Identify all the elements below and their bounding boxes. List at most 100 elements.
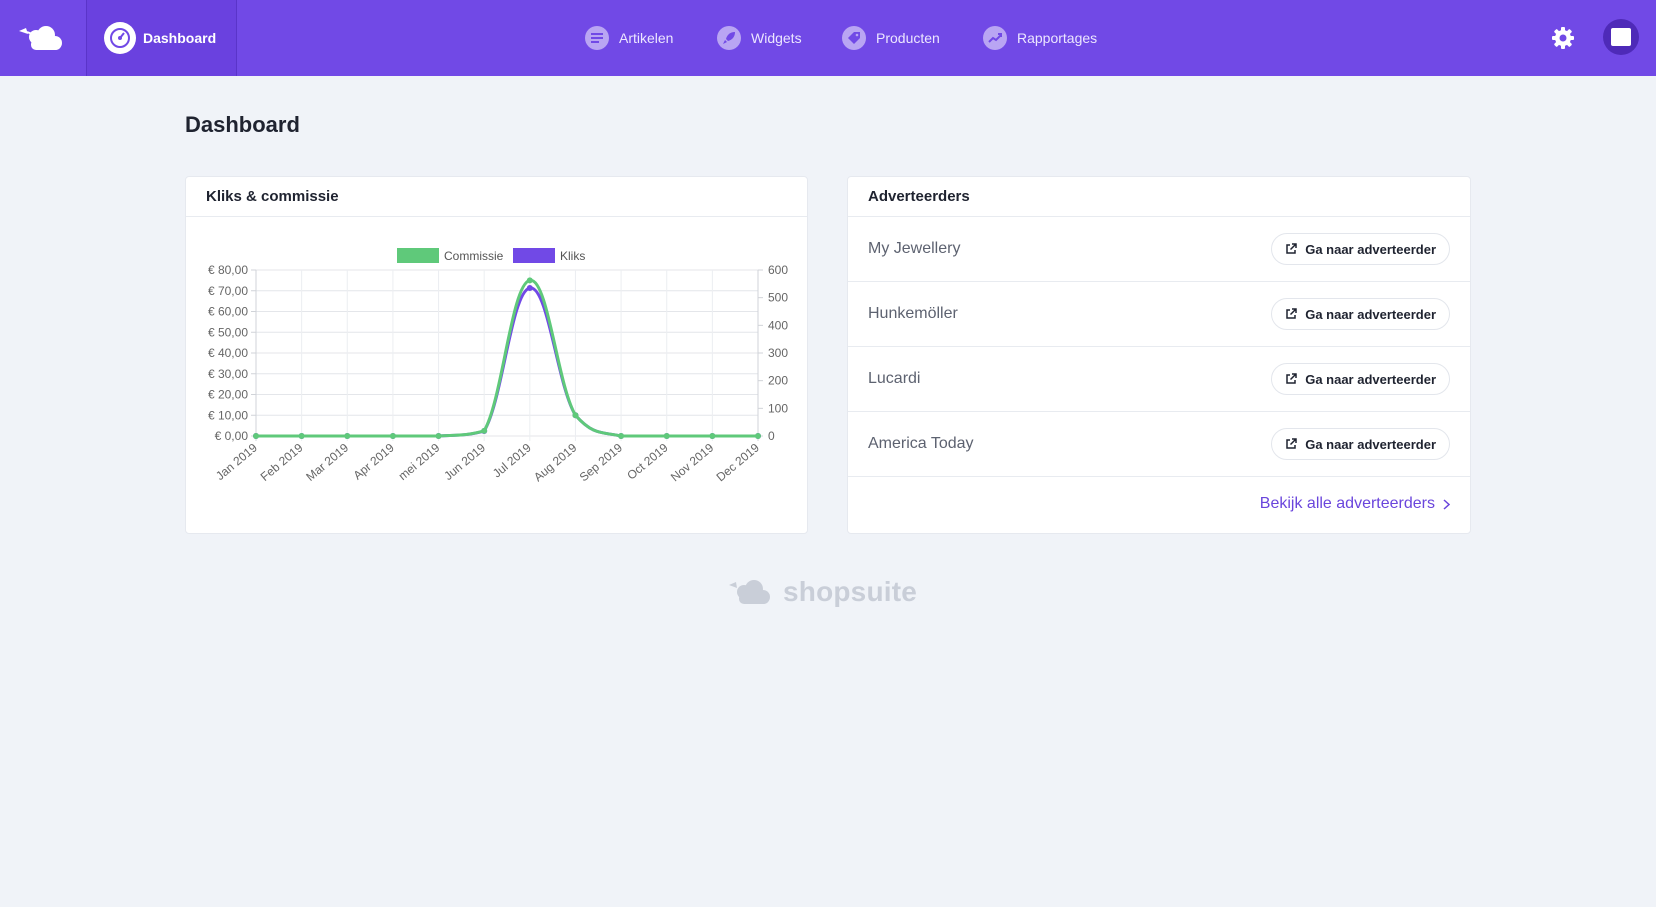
advertiser-row: Hunkemöller Ga naar adverteerder xyxy=(848,282,1470,347)
nav-item-label: Artikelen xyxy=(619,30,673,46)
clicks-commission-chart: € 0,00 € 10,00 € 20,00 € 30,00 € 40,00 € 50,0… xyxy=(186,218,807,533)
chart-card: Kliks & commissie € 0,00 € 10,00 € 20,00 € … xyxy=(185,176,808,534)
go-to-advertiser-button[interactable]: Ga naar adverteerder xyxy=(1271,428,1450,460)
y-left-tick-label: € 80,00 xyxy=(208,263,248,277)
nav-dashboard-label: Dashboard xyxy=(143,30,216,46)
chart-card-title: Kliks & commissie xyxy=(186,177,807,217)
gear-icon[interactable] xyxy=(1550,25,1576,51)
avatar[interactable] xyxy=(1603,19,1639,55)
page-title: Dashboard xyxy=(185,112,300,138)
rocket-icon xyxy=(717,26,741,50)
y-right-tick-label: 500 xyxy=(768,291,788,305)
advertiser-name: Lucardi xyxy=(868,370,920,388)
nav-item-label: Widgets xyxy=(751,30,802,46)
advertiser-row: America Today Ga naar adverteerder xyxy=(848,412,1470,477)
nav-item-label: Producten xyxy=(876,30,940,46)
nav-item-artikelen[interactable]: Artikelen xyxy=(585,0,673,76)
advertisers-list: My Jewellery Ga naar adverteerder Hunkemöl… xyxy=(848,217,1470,477)
data-point xyxy=(527,285,533,291)
y-right-tick-label: 400 xyxy=(768,318,788,332)
x-tick-label: mei 2019 xyxy=(396,440,443,483)
x-tick-label: Jan 2019 xyxy=(213,440,260,483)
x-tick-label: Mar 2019 xyxy=(303,440,351,484)
data-point xyxy=(709,433,715,439)
x-tick-label: Apr 2019 xyxy=(351,440,398,482)
x-tick-label: Nov 2019 xyxy=(668,440,717,484)
tag-icon xyxy=(842,26,866,50)
y-left-tick-label: € 20,00 xyxy=(208,388,248,402)
data-point xyxy=(755,433,761,439)
y-right-tick-label: 300 xyxy=(768,346,788,360)
external-link-icon xyxy=(1285,243,1297,255)
brand-logo[interactable] xyxy=(0,0,87,76)
nav-item-widgets[interactable]: Widgets xyxy=(717,0,802,76)
external-link-icon xyxy=(1285,438,1297,450)
trend-icon xyxy=(983,26,1007,50)
data-point xyxy=(572,412,578,418)
y-left-tick-label: € 60,00 xyxy=(208,305,248,319)
go-to-advertiser-label: Ga naar adverteerder xyxy=(1305,242,1436,257)
advertiser-name: America Today xyxy=(868,435,974,453)
cloud-logo-icon xyxy=(727,578,775,606)
y-left-tick-label: € 70,00 xyxy=(208,284,248,298)
go-to-advertiser-button[interactable]: Ga naar adverteerder xyxy=(1271,363,1450,395)
data-point xyxy=(253,433,259,439)
data-point xyxy=(344,433,350,439)
advertisers-card-title: Adverteerders xyxy=(848,177,1470,217)
data-point xyxy=(527,277,533,283)
x-tick-label: Aug 2019 xyxy=(531,440,580,484)
view-all-advertisers-label: Bekijk alle adverteerders xyxy=(1260,495,1435,513)
view-all-advertisers-link[interactable]: Bekijk alle adverteerders xyxy=(1260,495,1450,513)
data-point xyxy=(664,433,670,439)
footer-brand: shopsuite xyxy=(727,576,917,608)
nav-dashboard[interactable]: Dashboard xyxy=(87,0,237,76)
avatar-image xyxy=(1611,28,1631,46)
series-line-commissie xyxy=(256,280,758,436)
data-point xyxy=(618,433,624,439)
x-tick-label: Dec 2019 xyxy=(714,440,763,484)
nav-item-producten[interactable]: Producten xyxy=(842,0,940,76)
nav-item-rapportages[interactable]: Rapportages xyxy=(983,0,1097,76)
external-link-icon xyxy=(1285,308,1297,320)
legend-swatch xyxy=(397,248,439,263)
y-right-tick-label: 200 xyxy=(768,374,788,388)
nav-item-label: Rapportages xyxy=(1017,30,1097,46)
go-to-advertiser-button[interactable]: Ga naar adverteerder xyxy=(1271,298,1450,330)
advertiser-row: My Jewellery Ga naar adverteerder xyxy=(848,217,1470,282)
data-point xyxy=(481,428,487,434)
cloud-logo-icon xyxy=(17,23,69,53)
external-link-icon xyxy=(1285,373,1297,385)
go-to-advertiser-button[interactable]: Ga naar adverteerder xyxy=(1271,233,1450,265)
series-line-kliks xyxy=(256,288,758,436)
data-point xyxy=(436,433,442,439)
y-right-tick-label: 600 xyxy=(768,263,788,277)
chevron-right-icon xyxy=(1443,499,1450,510)
data-point xyxy=(299,433,305,439)
go-to-advertiser-label: Ga naar adverteerder xyxy=(1305,372,1436,387)
x-tick-label: Jul 2019 xyxy=(490,440,534,480)
y-left-tick-label: € 0,00 xyxy=(215,429,249,443)
y-right-tick-label: 0 xyxy=(768,429,775,443)
data-point xyxy=(390,433,396,439)
advertiser-name: Hunkemöller xyxy=(868,305,958,323)
list-icon xyxy=(585,26,609,50)
legend-label: Commissie xyxy=(444,249,504,263)
y-right-tick-label: 100 xyxy=(768,401,788,415)
go-to-advertiser-label: Ga naar adverteerder xyxy=(1305,437,1436,452)
advertiser-name: My Jewellery xyxy=(868,240,960,258)
x-tick-label: Jun 2019 xyxy=(441,440,488,483)
y-left-tick-label: € 30,00 xyxy=(208,367,248,381)
footer-brand-name: shopsuite xyxy=(783,576,917,608)
advertiser-row: Lucardi Ga naar adverteerder xyxy=(848,347,1470,412)
x-tick-label: Sep 2019 xyxy=(577,440,626,484)
x-tick-label: Feb 2019 xyxy=(258,440,306,484)
y-left-tick-label: € 10,00 xyxy=(208,408,248,422)
y-left-tick-label: € 40,00 xyxy=(208,346,248,360)
y-left-tick-label: € 50,00 xyxy=(208,325,248,339)
legend-label: Kliks xyxy=(560,249,585,263)
top-navbar: Dashboard Artikelen Widgets Producten Ra… xyxy=(0,0,1656,76)
go-to-advertiser-label: Ga naar adverteerder xyxy=(1305,307,1436,322)
legend-swatch xyxy=(513,248,555,263)
advertisers-card: Adverteerders My Jewellery Ga naar advert… xyxy=(847,176,1471,534)
x-tick-label: Oct 2019 xyxy=(624,440,671,482)
